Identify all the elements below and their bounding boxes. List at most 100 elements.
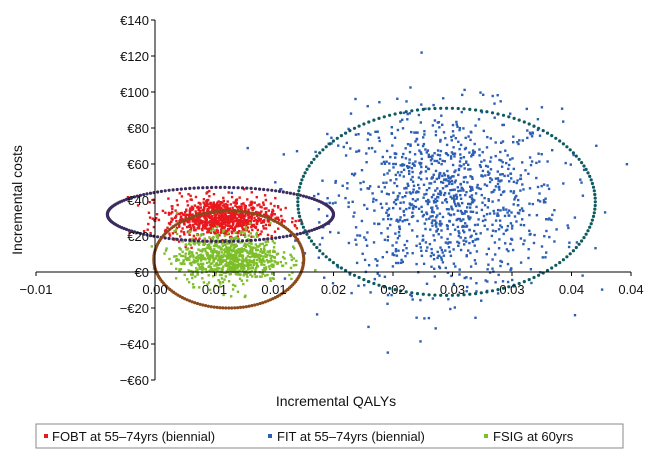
data-point xyxy=(190,226,193,229)
data-point xyxy=(411,252,414,255)
ellipse-dot xyxy=(277,235,282,239)
ellipse-dot xyxy=(315,226,319,231)
ellipse-dot xyxy=(266,216,270,220)
data-point xyxy=(497,273,500,277)
data-point xyxy=(235,249,238,252)
data-point xyxy=(449,195,452,198)
data-point xyxy=(487,247,490,250)
data-point xyxy=(227,220,231,224)
data-point xyxy=(355,150,358,153)
data-point xyxy=(372,197,375,201)
data-point xyxy=(274,217,277,220)
data-point xyxy=(242,233,246,237)
data-point xyxy=(507,167,510,171)
data-point xyxy=(282,153,285,156)
data-point xyxy=(506,262,510,266)
ellipse-dot xyxy=(232,186,236,190)
data-point xyxy=(429,159,433,162)
ellipse-dot xyxy=(362,278,366,282)
ellipse-dot xyxy=(348,129,352,133)
ellipse-dot xyxy=(297,189,301,193)
data-point xyxy=(471,240,475,244)
data-point xyxy=(264,223,268,227)
data-point xyxy=(248,252,252,255)
data-point xyxy=(205,192,208,195)
data-point xyxy=(367,325,370,329)
data-point xyxy=(315,313,319,316)
data-point xyxy=(201,214,204,217)
data-point xyxy=(512,191,515,195)
data-point xyxy=(418,161,421,165)
data-point xyxy=(188,250,191,253)
data-point xyxy=(386,214,390,217)
ellipse-dot xyxy=(183,238,188,242)
data-point xyxy=(178,224,181,227)
data-point xyxy=(474,262,477,265)
data-point xyxy=(277,206,280,209)
ellipse-dot xyxy=(321,252,325,256)
ellipse-dot xyxy=(344,268,348,273)
ellipse-dot xyxy=(415,108,420,112)
data-point xyxy=(402,168,406,171)
data-point xyxy=(478,148,481,151)
data-point xyxy=(244,213,247,216)
ellipse-dot xyxy=(574,154,578,158)
data-point xyxy=(181,217,184,221)
data-point xyxy=(147,222,150,226)
data-point xyxy=(550,218,553,222)
data-point xyxy=(180,254,183,257)
data-point xyxy=(406,143,410,146)
data-point xyxy=(417,183,420,187)
data-point xyxy=(245,224,248,227)
data-point xyxy=(518,139,521,142)
data-point xyxy=(373,277,376,281)
data-point xyxy=(236,208,240,211)
data-point xyxy=(216,269,219,272)
data-point xyxy=(529,232,532,236)
ellipse-dot xyxy=(568,148,572,152)
data-point xyxy=(439,224,442,227)
ellipse-dot xyxy=(270,236,274,241)
data-point xyxy=(436,250,439,254)
data-point xyxy=(366,231,369,234)
data-point xyxy=(266,253,269,257)
data-point xyxy=(453,228,457,231)
ellipse-dot xyxy=(328,142,332,146)
data-point xyxy=(214,217,217,221)
data-point xyxy=(218,234,221,237)
data-point xyxy=(214,244,217,247)
ellipse-dot xyxy=(362,122,366,126)
data-point xyxy=(594,247,597,250)
data-point xyxy=(183,213,186,217)
data-point xyxy=(184,245,187,249)
scatter-points-layer xyxy=(126,51,629,354)
data-point xyxy=(292,264,296,267)
data-point xyxy=(260,260,263,264)
data-point xyxy=(344,154,348,157)
ellipse-dot xyxy=(132,195,137,199)
data-point xyxy=(221,244,224,247)
data-point xyxy=(196,241,199,245)
data-point xyxy=(436,149,440,152)
data-point xyxy=(195,269,199,273)
ellipse-dot xyxy=(285,234,289,238)
data-point xyxy=(391,244,394,247)
data-point xyxy=(457,168,461,172)
data-point xyxy=(195,267,198,270)
ellipse-dot xyxy=(132,230,137,234)
ellipse-dot xyxy=(236,306,240,310)
data-point xyxy=(229,266,232,269)
data-point xyxy=(475,250,479,253)
data-point xyxy=(464,175,467,179)
data-point xyxy=(216,266,219,270)
data-point xyxy=(503,214,507,218)
data-point xyxy=(264,274,267,277)
data-point xyxy=(364,238,368,241)
data-point xyxy=(244,226,247,229)
data-point xyxy=(499,259,502,263)
data-point xyxy=(177,258,180,262)
data-point xyxy=(341,184,344,187)
data-point xyxy=(497,186,500,189)
data-point xyxy=(451,152,455,156)
data-point xyxy=(531,202,534,206)
